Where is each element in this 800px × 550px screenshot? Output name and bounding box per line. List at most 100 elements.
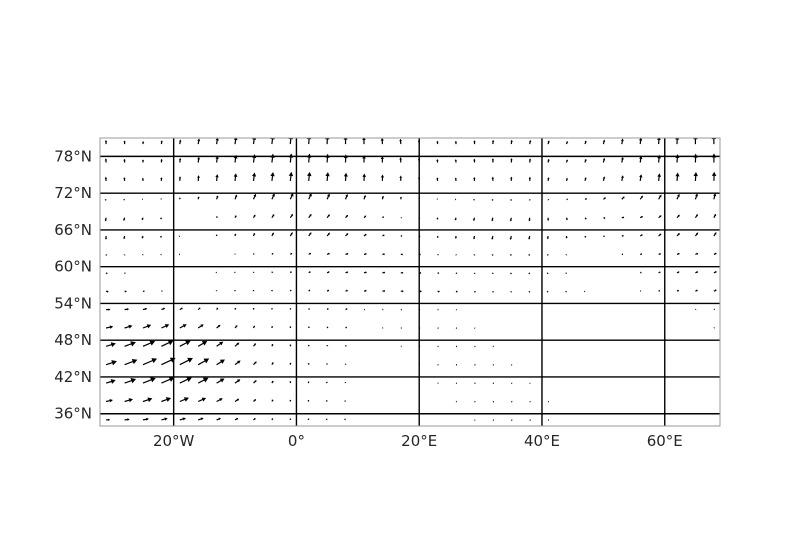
wind-vector — [474, 363, 476, 367]
wind-arrow — [382, 271, 386, 274]
wind-arrow — [509, 291, 513, 293]
wind-arrow — [455, 382, 457, 385]
wind-vector — [234, 215, 237, 218]
wind-vector — [141, 254, 144, 256]
wind-vector — [528, 139, 532, 145]
wind-arrow — [509, 235, 512, 240]
wind-vector — [713, 193, 717, 200]
wind-vector — [491, 254, 494, 256]
wind-arrow — [142, 417, 149, 421]
wind-vector — [713, 289, 717, 292]
wind-arrow — [344, 400, 347, 402]
wind-vector — [675, 138, 680, 145]
wind-arrow — [658, 271, 661, 274]
wind-arrow — [344, 345, 347, 347]
wind-arrow — [693, 153, 698, 163]
wind-vector — [179, 340, 191, 347]
wind-arrow — [693, 138, 698, 145]
wind-vector — [418, 235, 421, 238]
wind-arrow — [179, 376, 192, 384]
wind-vector — [693, 138, 698, 145]
wind-vector — [546, 235, 550, 240]
wind-vector — [326, 193, 330, 200]
wind-vector — [419, 363, 421, 366]
wind-vector — [419, 345, 421, 348]
wind-arrow — [307, 326, 311, 329]
wind-arrow — [437, 253, 439, 256]
wind-arrow — [437, 290, 440, 293]
wind-arrow — [122, 217, 126, 221]
wind-arrow — [511, 400, 513, 403]
wind-arrow — [325, 153, 330, 163]
wind-arrow — [565, 217, 569, 221]
wind-vector — [565, 254, 568, 256]
wind-arrow — [307, 344, 310, 347]
wind-vector — [160, 198, 163, 200]
wind-arrow — [492, 382, 494, 385]
wind-vector — [363, 271, 367, 274]
lat-tick-label: 78°N — [54, 147, 92, 165]
wind-arrow — [437, 382, 439, 385]
wind-vector — [529, 400, 531, 403]
wind-vector — [620, 138, 624, 145]
wind-arrow — [711, 171, 717, 181]
wind-arrow — [234, 342, 240, 347]
wind-vector — [106, 308, 111, 311]
wind-arrow — [161, 307, 166, 311]
wind-arrow — [491, 176, 495, 181]
wind-vector — [233, 290, 237, 292]
wind-arrow — [215, 271, 218, 274]
wind-vector — [325, 400, 328, 402]
wind-arrow — [306, 138, 312, 145]
wind-arrow — [123, 158, 126, 163]
wind-vector — [547, 158, 550, 163]
wind-arrow — [197, 175, 200, 181]
lat-tick-label: 54°N — [54, 294, 92, 312]
wind-vector — [437, 272, 440, 275]
wind-vector — [288, 153, 294, 163]
wind-arrow — [289, 418, 292, 420]
wind-vector — [197, 358, 210, 366]
wind-arrow — [289, 232, 293, 237]
wind-arrow — [178, 157, 182, 163]
wind-arrow — [713, 213, 717, 218]
wind-arrow — [252, 271, 255, 273]
wind-vector — [603, 235, 605, 238]
wind-arrow — [179, 357, 193, 366]
wind-vector — [253, 343, 256, 347]
wind-arrow — [491, 217, 494, 222]
wind-vector — [509, 254, 512, 256]
wind-vector — [216, 398, 223, 403]
wind-vector — [216, 359, 225, 366]
wind-arrow — [179, 324, 187, 329]
wind-vector — [455, 272, 458, 275]
wind-arrow — [639, 215, 643, 219]
wind-arrow — [491, 291, 495, 293]
wind-arrow — [713, 271, 717, 274]
wind-vector — [380, 156, 384, 163]
wind-arrow — [106, 308, 111, 311]
wind-vector — [307, 171, 312, 181]
wind-vector — [474, 382, 476, 385]
wind-vector — [197, 138, 201, 145]
wind-vector — [658, 271, 661, 274]
wind-vector — [455, 345, 457, 348]
wind-vector — [270, 172, 275, 181]
wind-vector — [509, 272, 512, 275]
wind-vector — [271, 271, 274, 274]
wind-vector — [234, 342, 240, 347]
wind-vector — [326, 345, 329, 347]
wind-arrow — [178, 176, 182, 181]
wind-vector — [104, 235, 108, 240]
wind-vector — [215, 216, 219, 218]
wind-vector — [584, 197, 587, 200]
wind-arrow — [584, 140, 587, 145]
wind-vector — [436, 198, 438, 201]
wind-vector — [399, 138, 402, 145]
wind-arrow — [657, 173, 662, 181]
wind-arrow — [603, 216, 606, 220]
wind-arrow — [584, 217, 587, 220]
wind-arrow — [658, 252, 662, 256]
wind-vector — [289, 193, 294, 200]
